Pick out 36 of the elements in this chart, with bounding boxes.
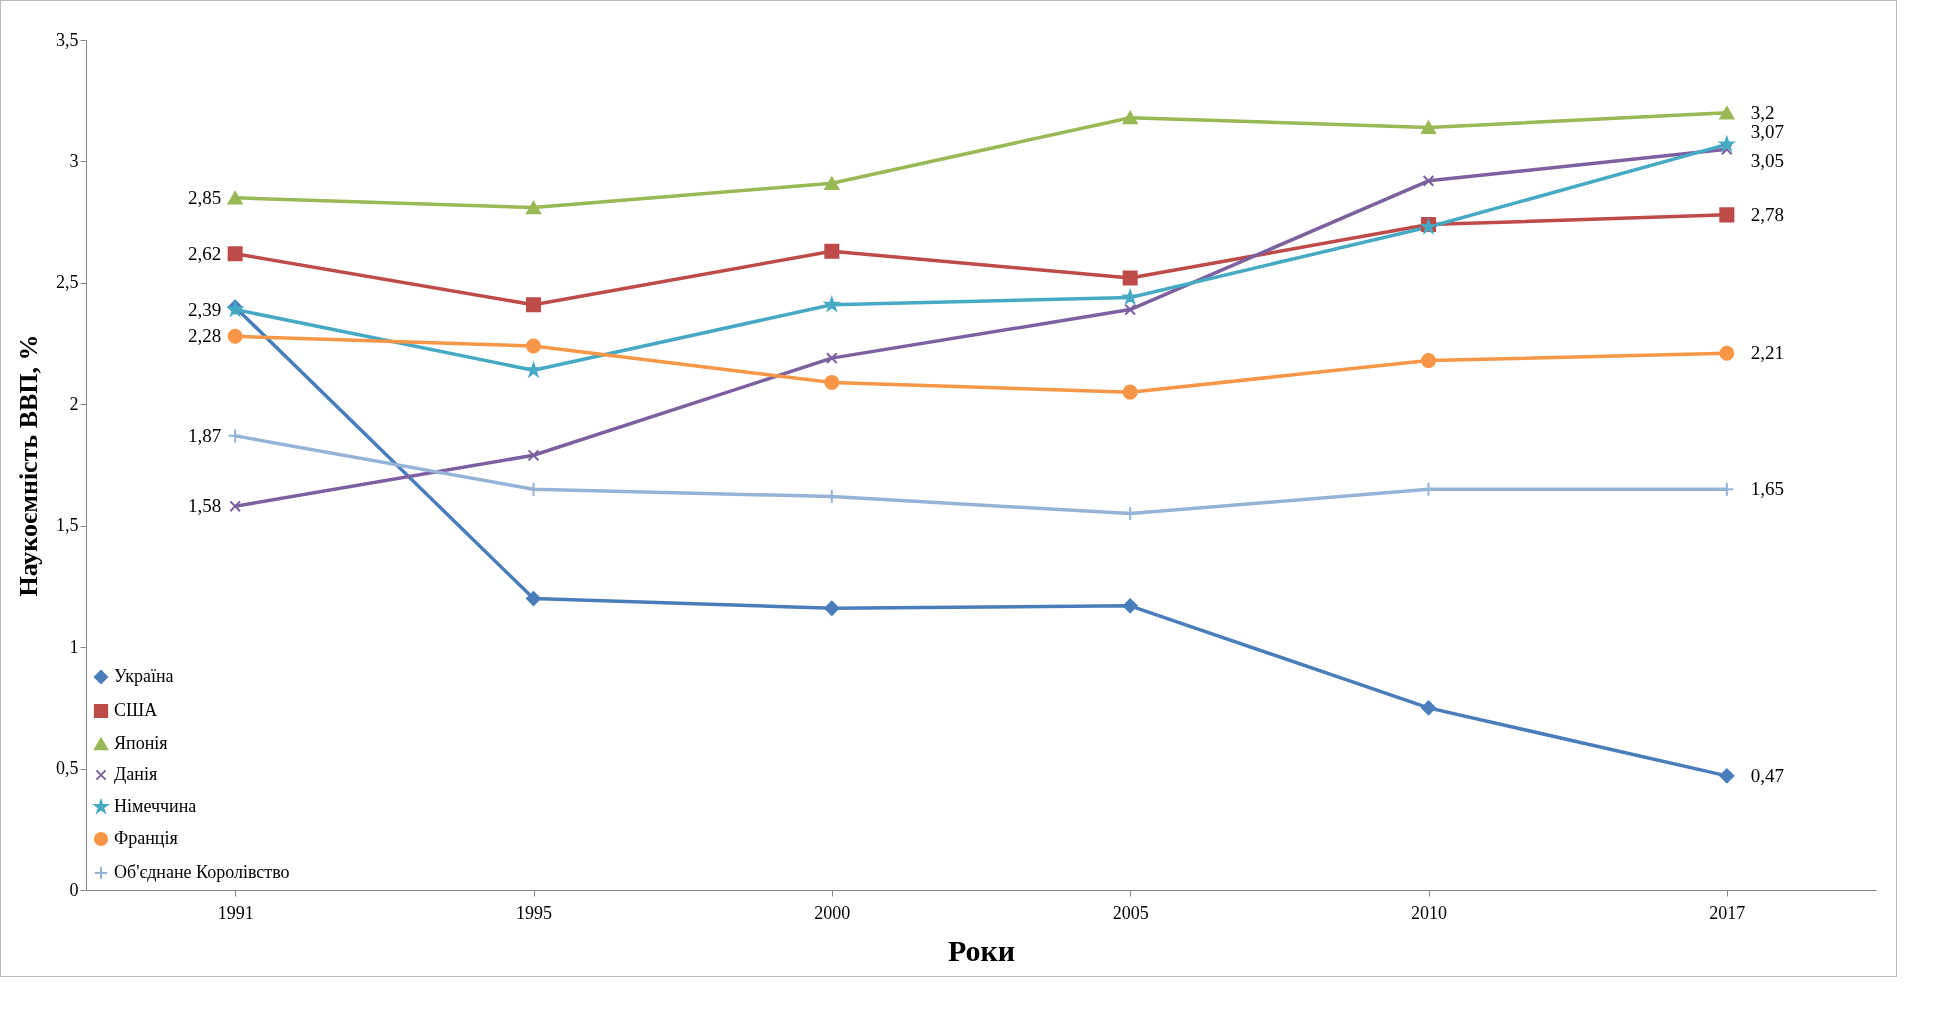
- data-label: 3,07: [1750, 121, 1785, 143]
- legend-label: Об'єднане Королівство: [114, 862, 290, 882]
- y-tick-label: 1: [69, 636, 79, 657]
- y-tick-label: 2: [69, 393, 79, 414]
- y-tick-label: 0: [69, 879, 79, 900]
- legend-label: США: [114, 700, 158, 720]
- legend-label: Данія: [114, 764, 158, 784]
- legend-label: Японія: [114, 733, 168, 753]
- legend-label: Франція: [114, 828, 178, 848]
- y-axis-title: Наукоємність ВВП, %: [14, 334, 43, 597]
- x-tick-label: 2017: [1709, 902, 1746, 923]
- data-label: 3,2: [1750, 101, 1775, 123]
- data-label: 1,58: [187, 495, 222, 517]
- x-axis-title: Роки: [947, 933, 1016, 967]
- x-tick-label: 1991: [217, 902, 254, 923]
- data-label: 2,85: [187, 186, 222, 208]
- y-tick-label: 3: [69, 150, 79, 171]
- data-label: 2,62: [187, 242, 222, 264]
- x-tick-label: 2000: [814, 902, 851, 923]
- data-label: 1,87: [187, 424, 222, 446]
- data-label: 2,21: [1750, 342, 1785, 364]
- data-label: 1,65: [1750, 478, 1785, 500]
- legend-label: Німеччина: [114, 796, 197, 816]
- x-tick-label: 2005: [1112, 902, 1149, 923]
- legend-label: Україна: [114, 666, 174, 686]
- data-label: 2,28: [187, 325, 222, 347]
- data-label: 2,39: [187, 298, 222, 320]
- y-tick-label: 2,5: [56, 272, 79, 293]
- y-tick-label: 0,5: [56, 758, 79, 779]
- y-tick-label: 3,5: [56, 29, 79, 50]
- data-label: 2,78: [1750, 203, 1785, 225]
- data-label: 0,47: [1750, 764, 1785, 786]
- data-label: 3,05: [1750, 150, 1785, 172]
- y-tick-label: 1,5: [56, 515, 79, 536]
- x-tick-label: 1995: [516, 902, 552, 923]
- x-tick-label: 2010: [1411, 902, 1447, 923]
